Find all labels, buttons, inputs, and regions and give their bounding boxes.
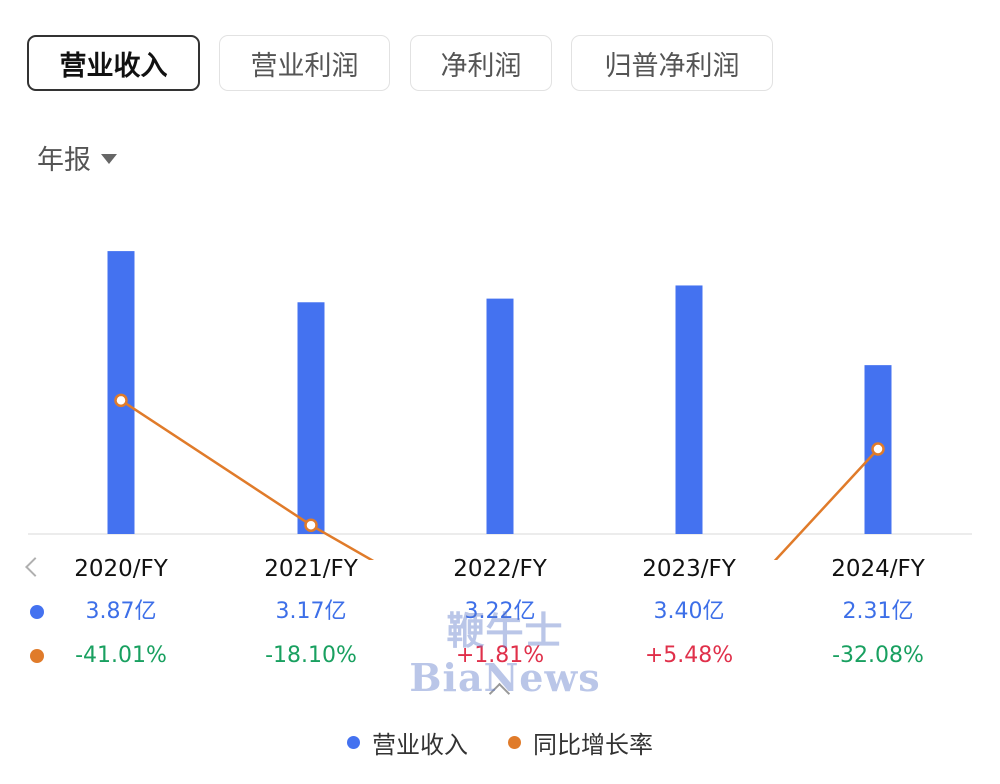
growth-value: -18.10% xyxy=(265,643,357,668)
growth-point[interactable] xyxy=(304,518,318,532)
legend-label-growth: 同比增长率 xyxy=(533,731,653,759)
year-label: 2023/FY xyxy=(642,556,736,582)
growth-value: +5.48% xyxy=(644,643,734,668)
growth-dot-icon xyxy=(30,649,44,663)
growth-line xyxy=(120,399,879,560)
period-selector[interactable]: 年报 xyxy=(37,138,117,177)
bars-group xyxy=(107,251,892,534)
revenue-bar[interactable] xyxy=(675,285,703,534)
revenue-value: 2.31亿 xyxy=(842,599,914,624)
revenue-value: 3.40亿 xyxy=(653,599,725,624)
growth-value: +1.81% xyxy=(455,643,545,668)
legend-item-revenue[interactable]: 营业收入 xyxy=(347,725,468,760)
period-label: 年报 xyxy=(37,145,91,176)
revenue-value: 3.22亿 xyxy=(464,599,536,624)
growth-value: -32.08% xyxy=(832,643,924,668)
tab-operating-profit[interactable]: 营业利润 xyxy=(219,35,390,91)
year-label: 2022/FY xyxy=(453,556,547,582)
revenue-dot-icon xyxy=(30,605,44,619)
revenue-bar[interactable] xyxy=(107,251,135,534)
revenue-bar[interactable] xyxy=(486,298,514,534)
revenue-value: 3.87亿 xyxy=(85,599,157,624)
growth-value: -41.01% xyxy=(75,643,167,668)
growth-point[interactable] xyxy=(114,393,128,408)
revenue-dot-icon xyxy=(347,736,360,749)
year-label: 2020/FY xyxy=(74,556,168,582)
tab-revenue[interactable]: 营业收入 xyxy=(27,35,200,91)
legend-label-revenue: 营业收入 xyxy=(372,731,468,759)
legend-item-growth[interactable]: 同比增长率 xyxy=(508,725,653,760)
growth-row: -41.01% -18.10% +1.81% +5.48% -32.08% xyxy=(0,636,1000,676)
caret-down-icon xyxy=(101,154,117,164)
growth-point[interactable] xyxy=(871,442,885,456)
chevron-up-icon[interactable] xyxy=(488,682,511,705)
revenue-bar[interactable] xyxy=(297,302,325,534)
revenue-value: 3.17亿 xyxy=(275,599,347,624)
tab-attributable-net-profit[interactable]: 归普净利润 xyxy=(571,35,773,91)
growth-points-group xyxy=(114,393,885,532)
revenue-chart xyxy=(28,251,972,560)
year-label: 2024/FY xyxy=(831,556,925,582)
growth-dot-icon xyxy=(508,736,521,749)
legend: 营业收入 同比增长率 xyxy=(0,725,1000,760)
year-row: 2020/FY 2021/FY 2022/FY 2023/FY 2024/FY xyxy=(0,549,1000,589)
revenue-row: 3.87亿 3.17亿 3.22亿 3.40亿 2.31亿 xyxy=(0,592,1000,632)
tab-net-profit[interactable]: 净利润 xyxy=(410,35,552,91)
year-label: 2021/FY xyxy=(264,556,358,582)
